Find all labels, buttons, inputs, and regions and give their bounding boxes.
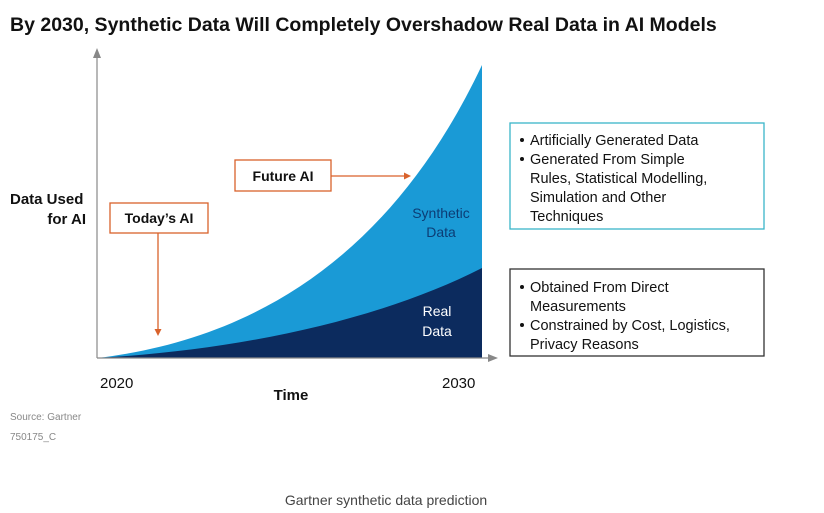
bullet-text: Obtained From Direct xyxy=(530,280,669,296)
bullets: Artificially Generated Data Generated Fro… xyxy=(520,133,730,353)
bullet-text: Artificially Generated Data xyxy=(530,133,699,149)
today-box xyxy=(109,202,209,234)
y-label: for AI xyxy=(47,211,86,228)
bullet-text: Rules, Statistical Modelling, xyxy=(530,171,707,187)
bullet-dot xyxy=(520,138,524,142)
source: Source: Gartner xyxy=(10,412,82,423)
bullet-text: Generated From Simple xyxy=(530,152,685,168)
bullet-text: Privacy Reasons xyxy=(530,337,639,353)
source-id: 750175_C xyxy=(10,432,56,443)
bullet-dot xyxy=(520,285,524,289)
arrow-head xyxy=(404,172,411,180)
synthetic-area xyxy=(97,65,482,358)
area-label: Synthetic xyxy=(412,205,470,221)
y-label: Data Used xyxy=(10,191,83,208)
area-label: Data xyxy=(422,323,452,339)
y-arrow xyxy=(93,48,101,58)
bullet-text: Constrained by Cost, Logistics, xyxy=(530,318,730,334)
bullet-text: Techniques xyxy=(530,209,603,225)
bullet-dot xyxy=(520,157,524,161)
x-end: 2030 xyxy=(442,375,475,392)
callout: Today’s AI xyxy=(125,210,194,226)
caption: Gartner synthetic data prediction xyxy=(285,492,487,508)
arrow-head xyxy=(154,329,162,336)
real-area xyxy=(97,268,482,358)
bullet-dot xyxy=(520,323,524,327)
bullet-text: Simulation and Other xyxy=(530,190,666,206)
x-label: Time xyxy=(274,387,309,404)
real-box xyxy=(509,268,765,357)
x-arrow xyxy=(488,354,498,362)
callout: Future AI xyxy=(253,168,314,184)
bullet-text: Measurements xyxy=(530,299,626,315)
area-label: Data xyxy=(426,224,456,240)
title: By 2030, Synthetic Data Will Completely … xyxy=(10,14,717,36)
area-label: Real xyxy=(423,303,452,319)
x-start: 2020 xyxy=(100,375,133,392)
synthetic-box xyxy=(509,122,765,230)
